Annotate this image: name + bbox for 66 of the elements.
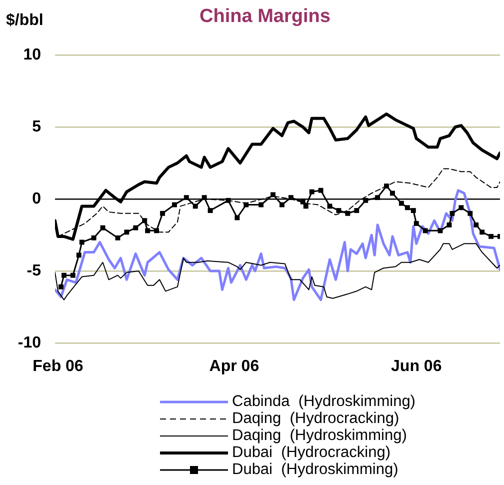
point	[244, 202, 249, 208]
point	[280, 202, 284, 208]
point	[258, 202, 264, 208]
point	[458, 205, 464, 210]
point	[410, 208, 416, 213]
point	[184, 195, 189, 200]
point	[450, 210, 455, 216]
point	[422, 228, 428, 234]
point	[474, 222, 479, 228]
point	[375, 195, 380, 200]
point	[390, 190, 395, 196]
point	[61, 272, 66, 278]
point	[226, 198, 231, 203]
point	[124, 230, 130, 235]
point	[142, 218, 148, 224]
point	[336, 208, 342, 213]
point	[488, 234, 494, 239]
point	[446, 222, 452, 228]
point	[79, 240, 84, 245]
point	[288, 195, 294, 200]
point	[468, 210, 473, 216]
y-tick-label: -10	[18, 334, 42, 352]
point	[398, 200, 404, 206]
point	[384, 184, 389, 189]
point	[76, 252, 82, 258]
point	[160, 210, 165, 216]
chart-title: China Margins	[200, 6, 330, 27]
y-tick-label: 5	[32, 118, 42, 136]
point	[300, 199, 306, 204]
x-tick-label: Feb 06	[32, 358, 84, 376]
x-tick-label: Jun 06	[391, 358, 442, 376]
point	[115, 235, 120, 240]
y-tick-label: -5	[26, 262, 42, 280]
point	[154, 228, 160, 234]
point	[414, 221, 419, 226]
point	[363, 198, 368, 203]
point	[309, 189, 314, 194]
point	[345, 210, 350, 216]
point	[318, 188, 324, 193]
point	[172, 202, 177, 208]
point	[438, 228, 443, 234]
point	[91, 235, 96, 240]
point	[58, 284, 64, 290]
point	[303, 204, 308, 209]
legend-label: Daqing (Hydroskimming)	[232, 427, 407, 444]
y-tick-label: 0	[32, 190, 42, 208]
legend-label: Dubai (Hydrocracking)	[232, 444, 390, 461]
point	[480, 230, 485, 235]
point	[404, 205, 410, 210]
point	[208, 208, 213, 213]
x-tick-label: Apr 06	[209, 358, 260, 376]
y-axis-title: $/bbl	[6, 12, 44, 30]
point	[192, 204, 198, 209]
y-tick-label: 10	[23, 46, 42, 64]
legend-label: Dubai (Hydroskimming)	[232, 461, 398, 478]
legend-label: Daqing (Hydrocracking)	[232, 410, 400, 427]
point	[354, 208, 360, 213]
point	[234, 215, 240, 220]
point	[145, 228, 150, 234]
point	[100, 225, 106, 230]
point	[327, 204, 332, 209]
point	[133, 225, 138, 230]
point	[202, 195, 207, 200]
point	[70, 272, 76, 278]
legend-label: Cabinda (Hydroskimming)	[232, 393, 416, 410]
point	[270, 192, 276, 198]
